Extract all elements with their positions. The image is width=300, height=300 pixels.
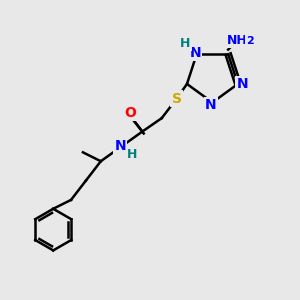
Text: N: N	[114, 140, 126, 153]
Text: N: N	[205, 98, 217, 112]
Text: N: N	[236, 77, 248, 91]
Text: H: H	[127, 148, 137, 161]
Text: H: H	[180, 37, 190, 50]
Text: N: N	[189, 46, 201, 60]
Text: 2: 2	[246, 36, 254, 46]
Text: S: S	[172, 92, 182, 106]
Text: O: O	[124, 106, 136, 120]
Text: NH: NH	[227, 34, 248, 47]
